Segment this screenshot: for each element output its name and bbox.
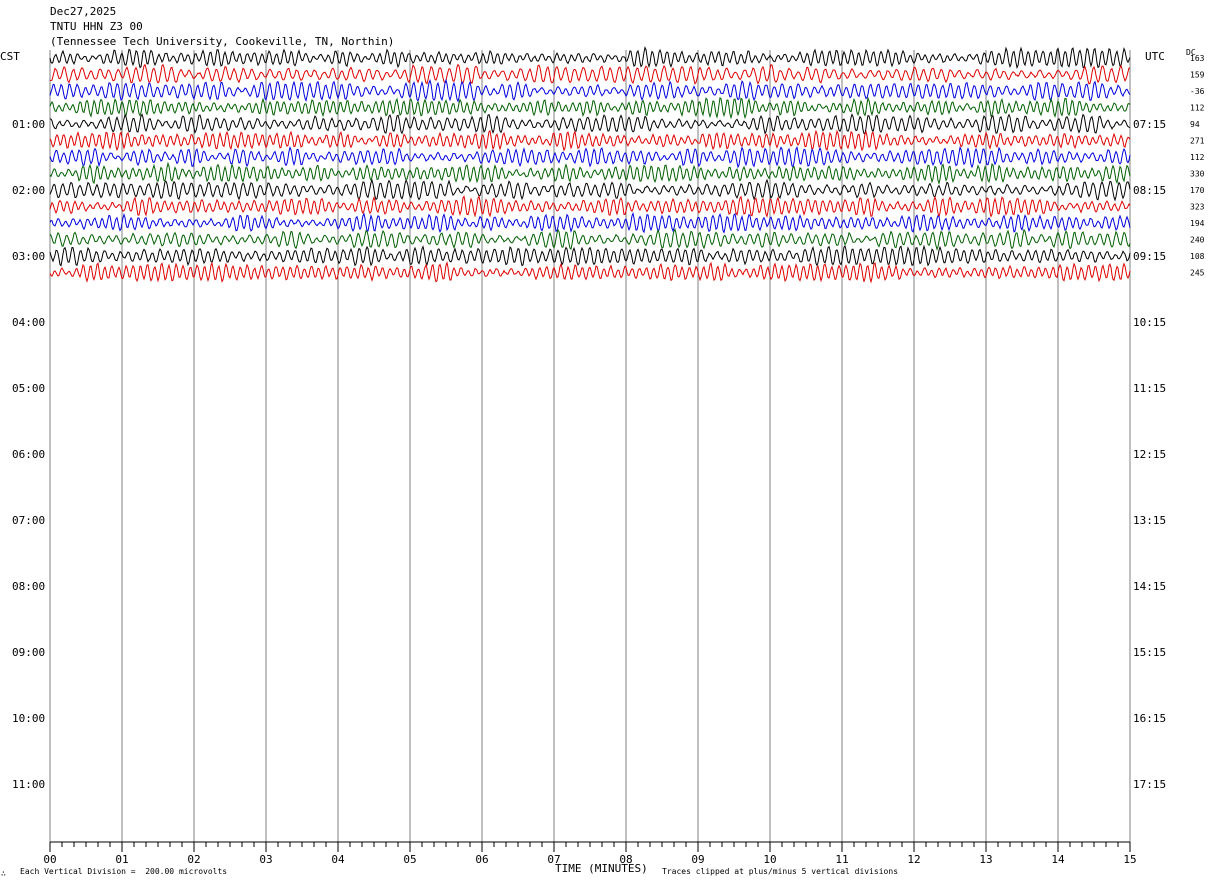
scale-note: Each Vertical Division = 200.00 microvol… [20, 867, 228, 876]
right-timezone-label: UTC [1145, 50, 1165, 63]
dc-header: DC [1186, 48, 1196, 57]
dc-offset-label: 245 [1190, 269, 1205, 278]
dc-offset-label: 112 [1190, 153, 1205, 162]
dc-offset-label: 108 [1190, 252, 1205, 261]
x-tick-label: 09 [691, 853, 704, 866]
seismic-trace [49, 211, 1131, 234]
seismic-trace [49, 113, 1131, 135]
left-hour-label: 07:00 [12, 514, 45, 527]
dc-offset-label: -36 [1190, 87, 1205, 96]
right-hour-label: 15:15 [1133, 646, 1166, 659]
dc-offset-label: 240 [1190, 236, 1205, 245]
right-hour-label: 14:15 [1133, 580, 1166, 593]
x-tick-label: 03 [259, 853, 272, 866]
x-tick-label: 06 [475, 853, 488, 866]
dc-offset-label: 159 [1190, 71, 1205, 80]
seismic-trace [49, 96, 1131, 120]
left-hour-label: 06:00 [12, 448, 45, 461]
seismic-trace [49, 260, 1131, 284]
right-hour-label: 07:15 [1133, 118, 1166, 131]
right-hour-label: 09:15 [1133, 250, 1166, 263]
x-axis-ticks [49, 842, 1131, 852]
right-hour-label: 11:15 [1133, 382, 1166, 395]
seismic-trace [49, 78, 1131, 103]
dc-offset-label: 170 [1190, 186, 1205, 195]
axis-labels: 00 01 02 03 04 05 06 07 08 09 10 11 12 13 14 15 01:00 02:… [12, 54, 1205, 866]
seismic-trace [49, 63, 1131, 85]
x-tick-label: 01 [115, 853, 128, 866]
left-hour-label: 01:00 [12, 118, 45, 131]
seismic-trace [49, 129, 1131, 152]
x-tick-label: 11 [835, 853, 848, 866]
left-hour-label: 04:00 [12, 316, 45, 329]
station-id: TNTU HHN Z3 00 [50, 20, 143, 33]
seismic-trace [49, 228, 1131, 251]
seismic-trace [49, 178, 1131, 202]
left-hour-label: 03:00 [12, 250, 45, 263]
seismic-trace [49, 161, 1131, 185]
dc-offset-label: 271 [1190, 137, 1205, 146]
left-hour-label: 05:00 [12, 382, 45, 395]
dc-offset-label: 112 [1190, 104, 1205, 113]
minute-gridlines [49, 50, 1131, 843]
dc-offset-label: 163 [1190, 54, 1205, 63]
left-hour-label: 09:00 [12, 646, 45, 659]
right-hour-label: 17:15 [1133, 778, 1166, 791]
seismic-trace [49, 244, 1131, 267]
dc-offset-label: 323 [1190, 203, 1205, 212]
x-tick-label: 02 [187, 853, 200, 866]
x-tick-label: 08 [619, 853, 632, 866]
seismic-trace [49, 194, 1131, 219]
record-date: Dec27,2025 [50, 5, 117, 18]
x-tick-label: 14 [1051, 853, 1065, 866]
left-hour-label: 02:00 [12, 184, 45, 197]
right-hour-label: 10:15 [1133, 316, 1166, 329]
x-axis-title: TIME (MINUTES) [555, 862, 648, 875]
x-tick-label: 07 [547, 853, 560, 866]
right-hour-label: 12:15 [1133, 448, 1166, 461]
station-location: (Tennessee Tech University, Cookeville, … [50, 35, 395, 48]
right-hour-label: 16:15 [1133, 712, 1166, 725]
dc-offset-label: 94 [1190, 120, 1200, 129]
x-tick-label: 04 [331, 853, 345, 866]
x-tick-label: 13 [979, 853, 992, 866]
clip-note: Traces clipped at plus/minus 5 vertical … [662, 867, 899, 876]
dc-offset-label: 194 [1190, 219, 1205, 228]
seismic-traces [49, 46, 1131, 284]
x-tick-label: 15 [1123, 853, 1136, 866]
left-hour-label: 10:00 [12, 712, 45, 725]
left-hour-label: 11:00 [12, 778, 45, 791]
right-hour-label: 13:15 [1133, 514, 1166, 527]
seismic-trace [49, 46, 1131, 70]
x-tick-label: 00 [43, 853, 56, 866]
right-hour-label: 08:15 [1133, 184, 1166, 197]
x-tick-label: 05 [403, 853, 416, 866]
corner-mark: ∴ [1, 869, 6, 878]
left-hour-label: 08:00 [12, 580, 45, 593]
seismic-trace [49, 145, 1131, 169]
dc-offset-label: 330 [1190, 170, 1205, 179]
x-tick-label: 10 [763, 853, 776, 866]
x-tick-label: 12 [907, 853, 920, 866]
left-timezone-label: CST [0, 50, 20, 63]
